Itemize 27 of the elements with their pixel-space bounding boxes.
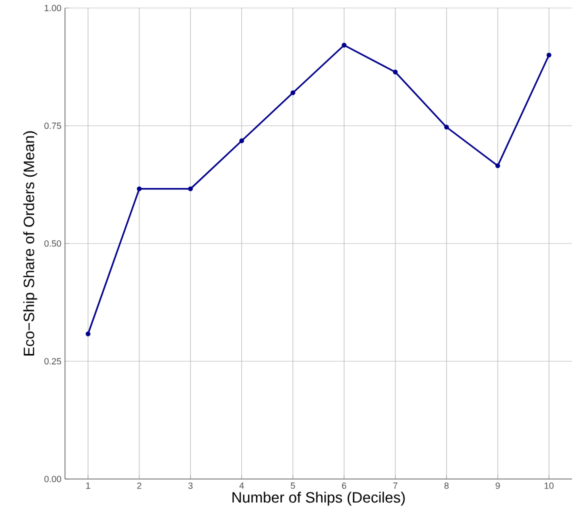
x-tick-label: 2 (137, 482, 142, 489)
x-axis-title: Number of Ships (Deciles) (232, 492, 405, 506)
point (188, 186, 193, 192)
point (392, 70, 398, 74)
x-tick-label: 9 (496, 482, 500, 489)
x-tick-label: 5 (290, 482, 296, 489)
x-tick-label: 4 (239, 482, 244, 489)
point (546, 52, 552, 58)
x-tick-label: 8 (444, 482, 449, 489)
point (444, 124, 449, 130)
point (86, 332, 90, 336)
point (136, 186, 142, 192)
x-tick-label: 6 (342, 482, 346, 489)
y-axis-title: Eco−Ship Share of Orders (Mean) (23, 131, 38, 356)
point (290, 90, 296, 96)
point (495, 163, 500, 168)
x-tick-label: 3 (188, 482, 193, 489)
y-tick-label: 0.00 (44, 476, 62, 482)
y-tick-label: 0.75 (44, 122, 62, 129)
x-tick-label: 10 (544, 482, 554, 489)
x-tick-label: 7 (393, 482, 398, 489)
y-tick-label: 1.00 (44, 4, 62, 12)
point (342, 42, 347, 48)
y-tick-label: 0.25 (44, 358, 62, 364)
point (239, 138, 244, 144)
y-tick-label: 0.50 (44, 240, 62, 247)
x-tick-label: 1 (86, 482, 90, 489)
